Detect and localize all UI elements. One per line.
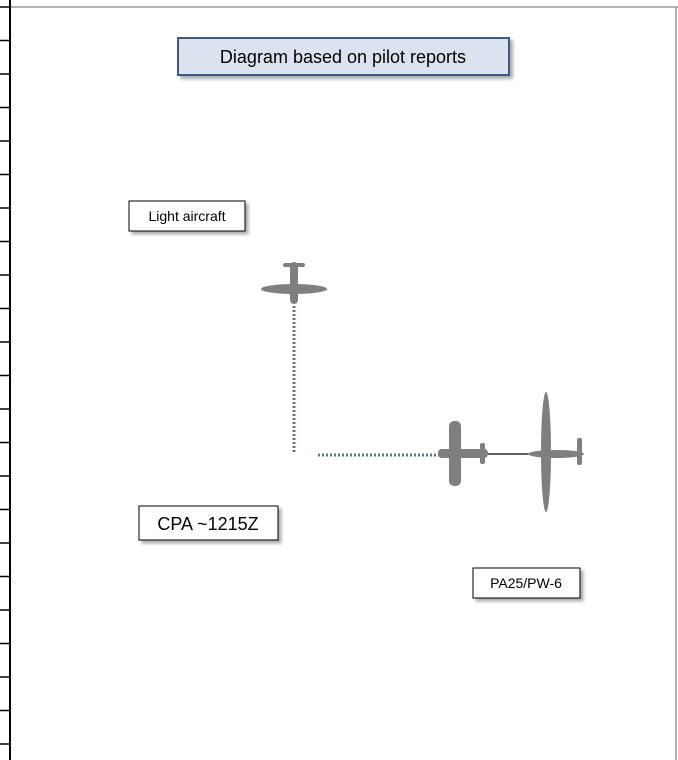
tug-label: PA25/PW-6: [490, 575, 562, 591]
label-box: [138, 505, 279, 541]
label-box: [128, 200, 246, 232]
light-aircraft-label: Light aircraft: [148, 208, 225, 224]
title: Diagram based on pilot reports: [220, 47, 466, 67]
title-box: [177, 37, 510, 76]
glider-icon: [528, 392, 584, 512]
tug-icon: [438, 421, 488, 486]
label-box: [472, 567, 581, 599]
left-ruler: [0, 0, 11, 760]
cpa-label: CPA ~1215Z: [157, 514, 258, 534]
light-aircraft-icon: [261, 262, 327, 304]
